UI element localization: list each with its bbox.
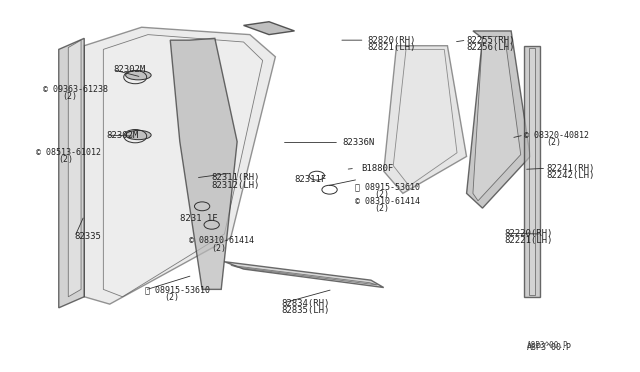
Polygon shape — [394, 49, 457, 186]
Text: ⓦ 08915-53610: ⓦ 08915-53610 — [145, 286, 210, 295]
Polygon shape — [244, 22, 294, 35]
Text: (2): (2) — [59, 155, 74, 164]
Polygon shape — [225, 262, 384, 288]
Text: 82302M: 82302M — [106, 131, 139, 140]
Text: 82835(LH): 82835(LH) — [282, 306, 330, 315]
Text: 82220(RH): 82220(RH) — [505, 229, 553, 238]
Polygon shape — [384, 46, 467, 193]
Text: (2): (2) — [374, 190, 389, 199]
Text: 82335: 82335 — [75, 232, 102, 241]
Text: A8P3^00.P: A8P3^00.P — [527, 343, 572, 352]
Text: 82312(LH): 82312(LH) — [212, 181, 260, 190]
Text: © 08320-40812: © 08320-40812 — [524, 131, 589, 140]
Polygon shape — [68, 40, 81, 297]
Text: 82311(RH): 82311(RH) — [212, 173, 260, 182]
Polygon shape — [103, 35, 262, 297]
Polygon shape — [170, 38, 237, 289]
Polygon shape — [231, 265, 378, 285]
Text: 82241(RH): 82241(RH) — [546, 164, 595, 173]
Text: 82311F: 82311F — [294, 175, 327, 184]
Text: (2): (2) — [374, 204, 389, 214]
Text: (2): (2) — [164, 293, 179, 302]
Text: © 08513-61012: © 08513-61012 — [36, 148, 101, 157]
Text: © 08310-61414: © 08310-61414 — [355, 197, 420, 206]
Text: 82336N: 82336N — [342, 138, 374, 147]
Text: (2): (2) — [212, 244, 227, 253]
Ellipse shape — [125, 71, 151, 80]
Text: 8231 1F: 8231 1F — [180, 214, 218, 223]
Text: 82242(LH): 82242(LH) — [546, 171, 595, 180]
Polygon shape — [473, 36, 521, 201]
Text: A8P3^00.P: A8P3^00.P — [527, 341, 569, 350]
Polygon shape — [529, 48, 536, 295]
Polygon shape — [524, 46, 540, 297]
Text: © 09363-61238: © 09363-61238 — [43, 85, 108, 94]
Text: 82821(LH): 82821(LH) — [368, 43, 416, 52]
Text: ⓦ 08915-53610: ⓦ 08915-53610 — [355, 182, 420, 191]
Text: (2): (2) — [62, 92, 77, 101]
Text: 82820(RH): 82820(RH) — [368, 36, 416, 45]
Text: © 08310-61414: © 08310-61414 — [189, 236, 254, 245]
Text: (2): (2) — [546, 138, 561, 147]
Text: 82221(LH): 82221(LH) — [505, 236, 553, 245]
Text: 82302M: 82302M — [113, 65, 145, 74]
Ellipse shape — [125, 131, 151, 140]
Polygon shape — [59, 38, 84, 308]
Polygon shape — [467, 31, 531, 208]
Text: 82255(RH): 82255(RH) — [467, 36, 515, 45]
Text: 82834(RH): 82834(RH) — [282, 299, 330, 308]
Polygon shape — [84, 27, 275, 304]
Text: 82256(LH): 82256(LH) — [467, 43, 515, 52]
Text: B1880F: B1880F — [362, 164, 394, 173]
